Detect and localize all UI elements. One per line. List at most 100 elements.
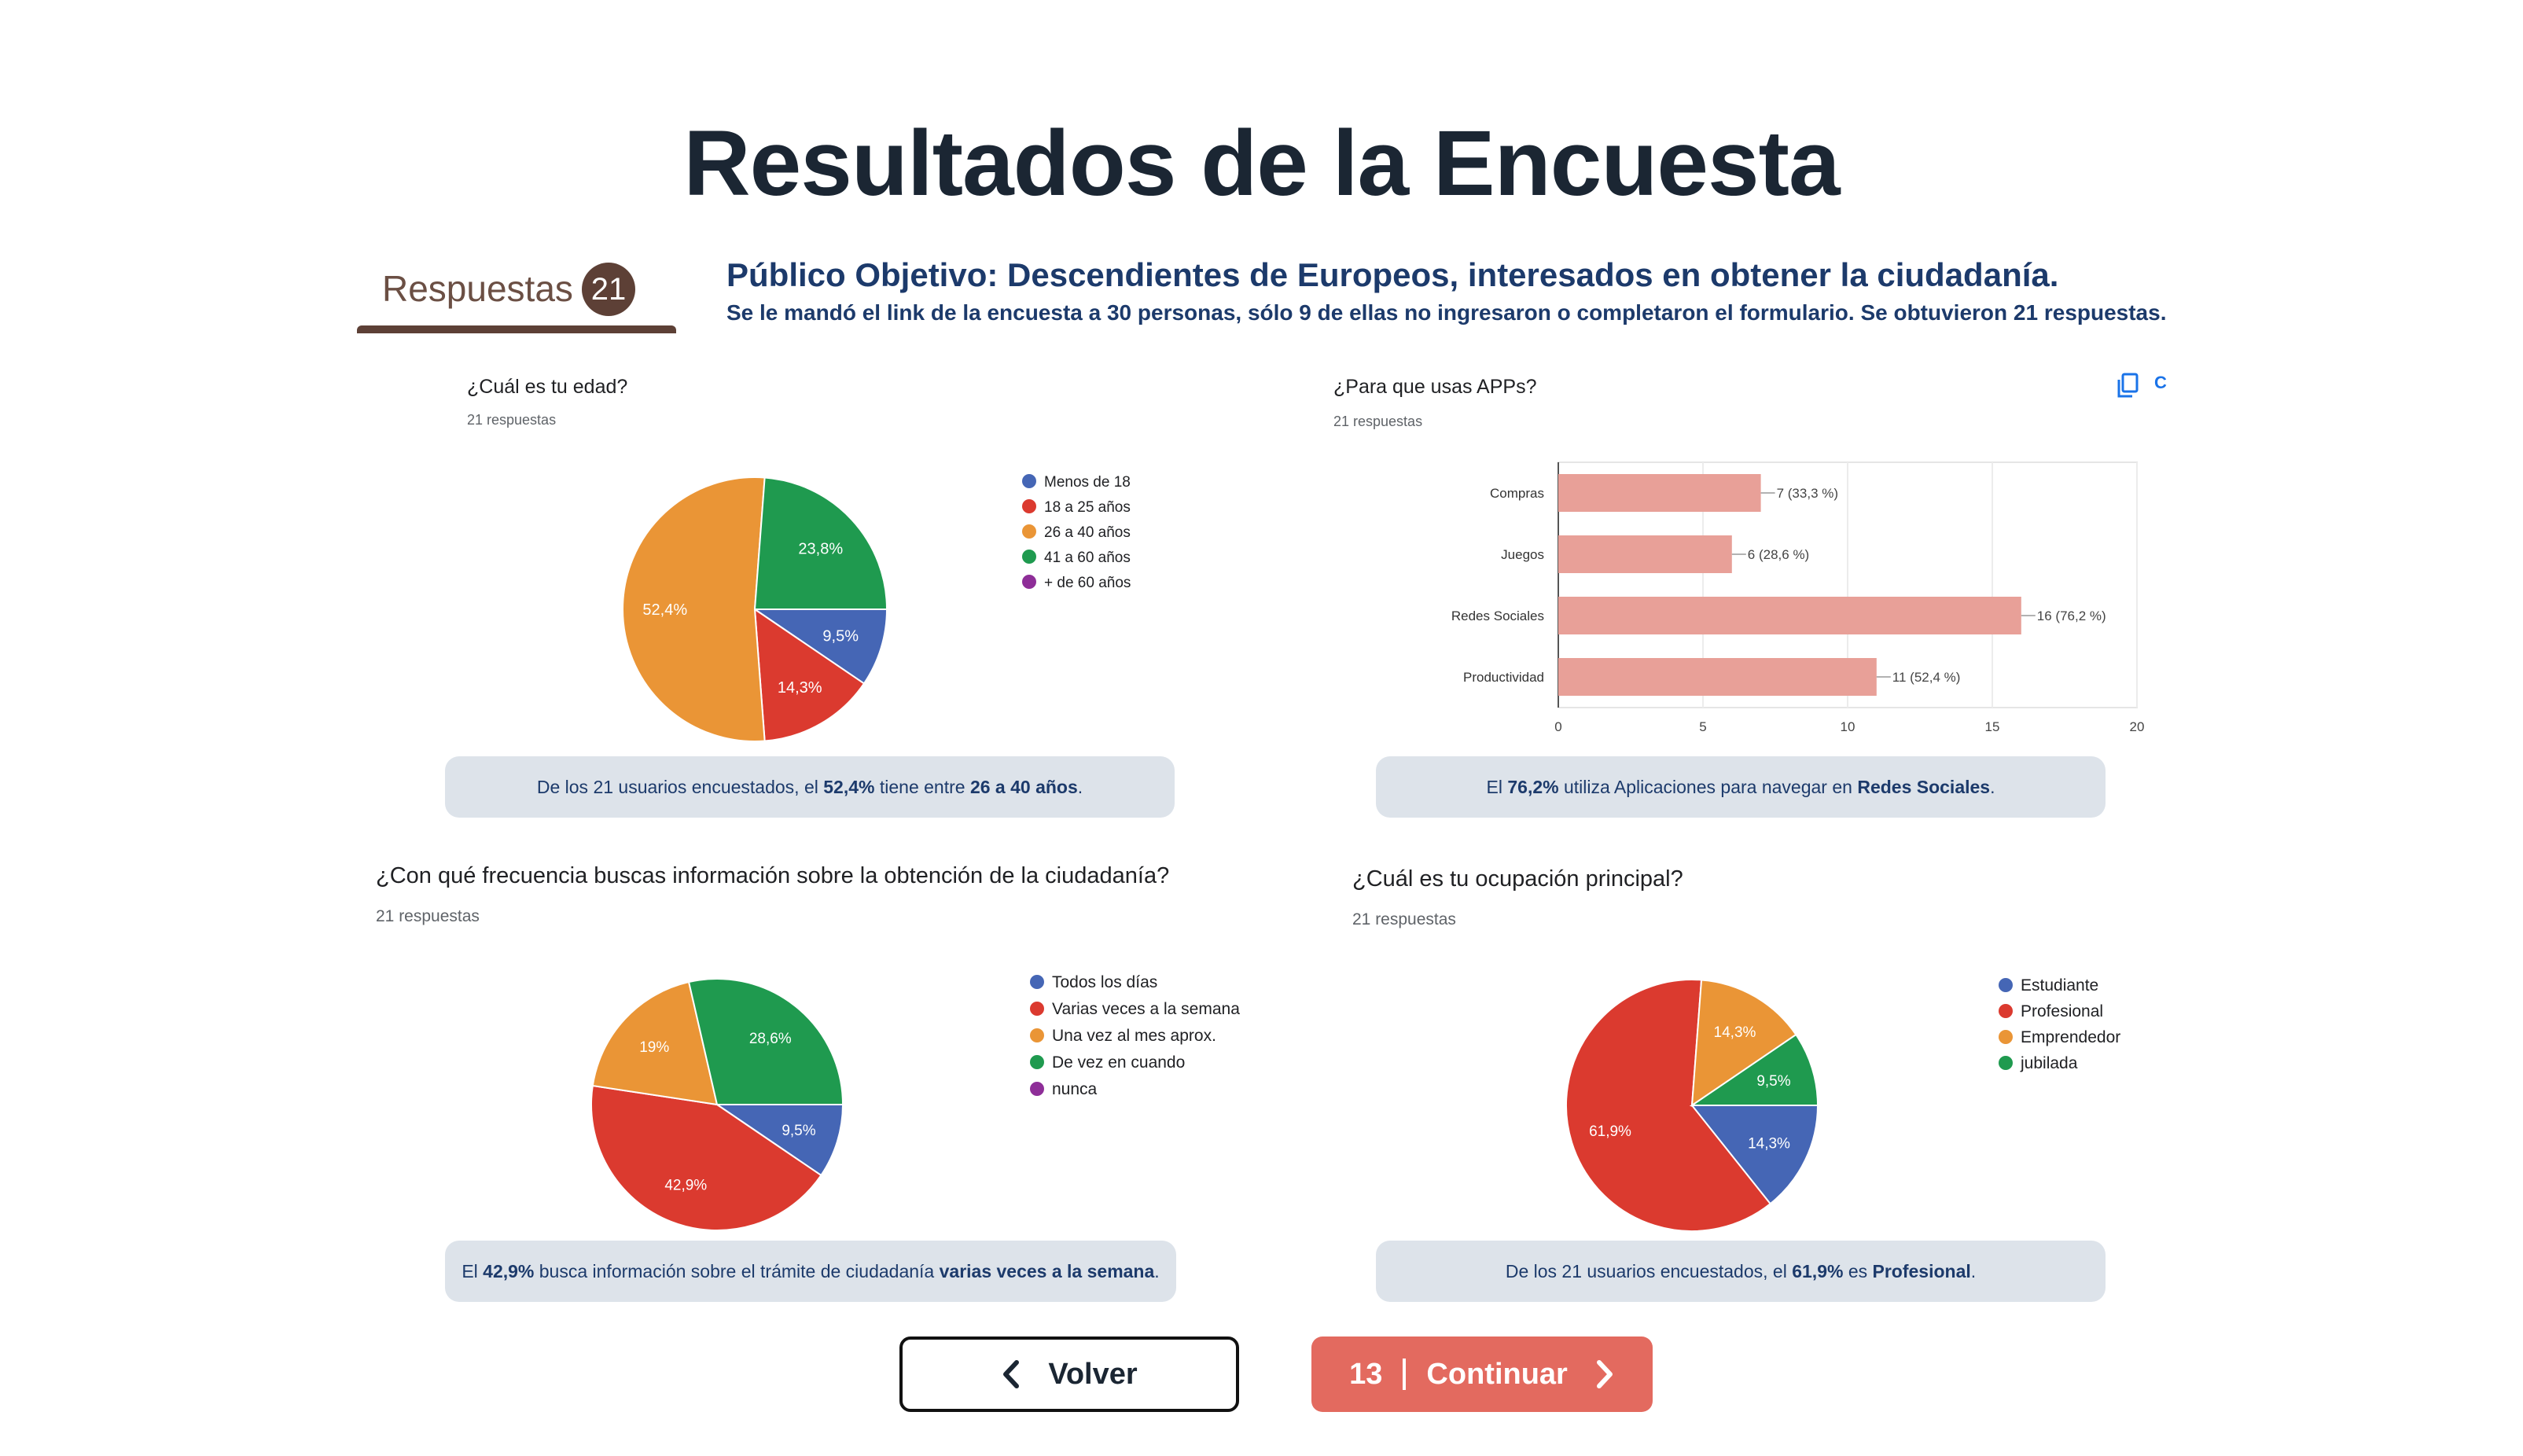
legend-swatch [1999, 1056, 2013, 1070]
apps-bar-1 [1558, 535, 1732, 573]
frequency-question-title: ¿Con qué frecuencia buscas información s… [376, 863, 1170, 888]
chevron-right-icon [1596, 1360, 1613, 1388]
frequency-slice-label-3: 28,6% [749, 1031, 792, 1047]
legend-item: Emprendedor [1999, 1028, 2120, 1047]
frequency-slice-3 [687, 978, 844, 1105]
legend-item: 18 a 25 años [1022, 499, 1131, 517]
legend-item: Una vez al mes aprox. [1030, 1027, 1216, 1046]
apps-xtick-4: 20 [2130, 719, 2145, 734]
frequency-slice-label-1: 42,9% [664, 1177, 707, 1193]
apps-value-label-3: 11 (52,4 %) [1892, 670, 1961, 685]
audience-note: Se le mandó el link de la encuesta a 30 … [726, 300, 2167, 325]
apps-category-0: Compras [1490, 486, 1544, 501]
continue-button-label: Continuar [1426, 1357, 1568, 1391]
apps-question-title: ¿Para que usas APPs? [1333, 376, 1537, 398]
legend-label: Una vez al mes aprox. [1052, 1027, 1216, 1045]
legend-item: De vez en cuando [1030, 1053, 1185, 1072]
copy-chart-label[interactable]: C [2154, 373, 2167, 392]
legend-label: nunca [1052, 1080, 1098, 1098]
legend-swatch [1030, 1055, 1044, 1069]
responses-tab-indicator [357, 325, 676, 333]
legend-label: Estudiante [2021, 976, 2099, 995]
occupation-summary-percent: 61,9% [1792, 1261, 1844, 1281]
frequency-summary-text: El [462, 1261, 484, 1281]
apps-response-count: 21 respuestas [1333, 414, 1423, 429]
continue-button[interactable]: 13 Continuar [1311, 1337, 1653, 1412]
legend-swatch [1022, 550, 1036, 564]
apps-summary-end: . [1990, 777, 1995, 797]
age-summary-text: De los 21 usuarios encuestados, el [536, 777, 824, 797]
legend-swatch [1022, 499, 1036, 513]
legend-swatch [1030, 1028, 1044, 1042]
apps-summary-category: Redes Sociales [1857, 777, 1991, 797]
apps-category-2: Redes Sociales [1451, 609, 1544, 623]
legend-label: 41 a 60 años [1044, 550, 1131, 566]
legend-label: Todos los días [1052, 973, 1158, 991]
copy-icon[interactable] [2117, 373, 2140, 399]
occupation-response-count: 21 respuestas [1352, 910, 1456, 928]
responses-count-badge: 21 [582, 263, 635, 316]
legend-label: Profesional [2021, 1002, 2104, 1020]
age-summary-range: 26 a 40 años [969, 777, 1078, 797]
back-button[interactable]: Volver [899, 1337, 1239, 1412]
legend-label: Menos de 18 [1044, 474, 1131, 491]
occupation-slice-label-1: 61,9% [1589, 1123, 1631, 1140]
occupation-summary-text: De los 21 usuarios encuestados, el [1505, 1261, 1793, 1281]
frequency-slice-1 [590, 1084, 822, 1231]
legend-item: 41 a 60 años [1022, 550, 1131, 567]
frequency-slice-label-2: 19% [639, 1039, 669, 1056]
apps-xtick-1: 5 [1699, 719, 1706, 734]
age-summary-end: . [1077, 777, 1083, 797]
age-summary: De los 21 usuarios encuestados, el 52,4%… [445, 756, 1175, 818]
occupation-summary-occupation: Profesional [1872, 1261, 1971, 1281]
apps-category-3: Productividad [1463, 670, 1544, 685]
legend-item: Todos los días [1030, 973, 1157, 992]
apps-summary: El 76,2% utiliza Aplicaciones para naveg… [1376, 756, 2106, 818]
legend-label: 26 a 40 años [1044, 524, 1131, 541]
legend-swatch [1999, 978, 2013, 992]
legend-item: + de 60 años [1022, 575, 1131, 592]
audience-headline: Público Objetivo: Descendientes de Europ… [726, 256, 2059, 293]
legend-label: Varias veces a la semana [1052, 1000, 1240, 1018]
occupation-slice-2 [1690, 979, 1797, 1107]
legend-label: jubilada [2021, 1054, 2078, 1072]
legend-item: Varias veces a la semana [1030, 1000, 1240, 1019]
legend-item: jubilada [1999, 1054, 2077, 1073]
age-slice-2 [622, 476, 766, 742]
frequency-slice-0 [714, 1104, 844, 1177]
age-slice-3 [753, 476, 888, 610]
apps-summary-percent: 76,2% [1507, 777, 1559, 797]
legend-swatch [1022, 474, 1036, 488]
frequency-summary-percent: 42,9% [483, 1261, 535, 1281]
legend-swatch [1030, 975, 1044, 989]
age-slice-1 [753, 608, 866, 742]
continue-page-number: 13 [1349, 1357, 1383, 1391]
apps-xtick-2: 10 [1841, 719, 1855, 734]
occupation-slice-label-3: 9,5% [1756, 1073, 1790, 1090]
apps-bar-0 [1558, 474, 1761, 512]
legend-item: Profesional [1999, 1002, 2103, 1021]
age-question-title: ¿Cuál es tu edad? [467, 376, 628, 398]
apps-value-label-0: 7 (33,3 %) [1777, 486, 1838, 501]
legend-label: + de 60 años [1044, 575, 1131, 591]
legend-swatch [1022, 524, 1036, 539]
legend-label: Emprendedor [2021, 1028, 2121, 1046]
legend-label: De vez en cuando [1052, 1053, 1186, 1072]
age-summary-text-2: tiene entre [874, 777, 970, 797]
chevron-left-icon [1003, 1360, 1020, 1388]
frequency-slice-label-0: 9,5% [782, 1123, 815, 1139]
age-slice-label-2: 52,4% [642, 601, 687, 619]
apps-value-label-2: 16 (76,2 %) [2037, 609, 2106, 623]
occupation-question-title: ¿Cuál es tu ocupación principal? [1352, 866, 1683, 892]
continue-divider [1403, 1359, 1407, 1390]
page-title: Resultados de la Encuesta [683, 112, 1840, 215]
occupation-summary: De los 21 usuarios encuestados, el 61,9%… [1376, 1241, 2106, 1302]
apps-value-label-1: 6 (28,6 %) [1748, 547, 1809, 562]
age-slice-0 [752, 609, 888, 685]
occupation-summary-end: . [1970, 1261, 1977, 1281]
age-response-count: 21 respuestas [467, 412, 557, 428]
legend-swatch [1030, 1082, 1044, 1096]
apps-summary-text: El [1486, 777, 1508, 797]
responses-tab[interactable]: Respuestas 21 [346, 259, 676, 335]
